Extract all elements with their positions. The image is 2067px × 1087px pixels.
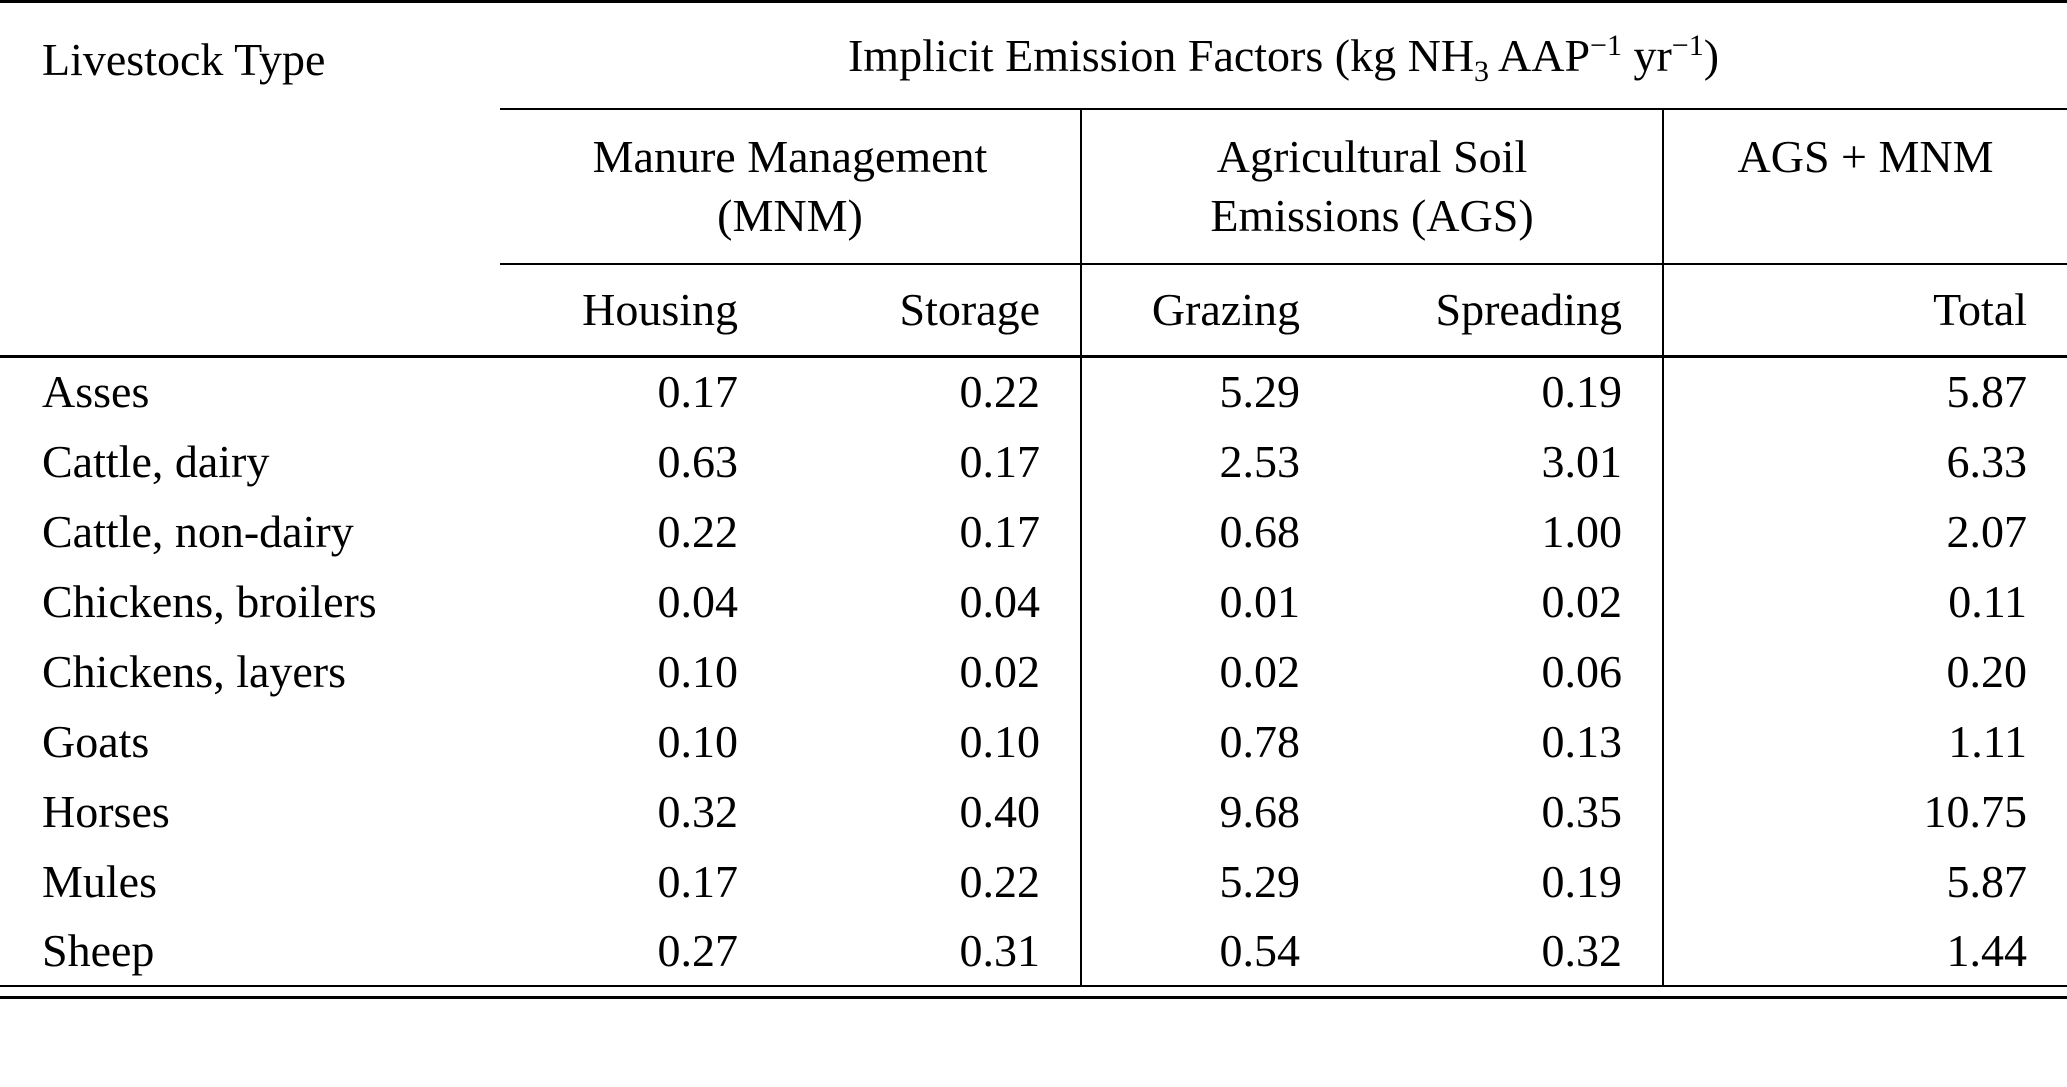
value-grazing: 5.29 xyxy=(1080,846,1340,916)
value-housing: 0.17 xyxy=(657,855,739,907)
empty-header-cell xyxy=(0,264,500,358)
column-header-row: Housing Storage Grazing Spreading Total xyxy=(0,264,2067,358)
unit-text-aap: AAP xyxy=(1489,29,1591,81)
unit-header-row: Livestock Type Implicit Emission Factors… xyxy=(0,9,2067,110)
value-spreading: 0.19 xyxy=(1541,366,1623,418)
value-total: 5.87 xyxy=(1661,846,2067,916)
data-table: Livestock Type Implicit Emission Factors… xyxy=(0,9,2067,987)
value-storage: 0.40 xyxy=(959,785,1041,837)
value-grazing: 0.68 xyxy=(1080,496,1340,566)
table-row: Mules 0.17 0.22 5.29 0.19 5.87 xyxy=(0,846,2067,916)
value-total: 0.20 xyxy=(1661,636,2067,706)
value-housing: 0.22 xyxy=(657,505,739,557)
value-grazing: 0.01 xyxy=(1080,566,1340,636)
unit-subscript-3: 3 xyxy=(1474,54,1490,88)
livestock-name: Cattle, non-dairy xyxy=(42,505,354,557)
table-row: Goats 0.10 0.10 0.78 0.13 1.11 xyxy=(0,706,2067,776)
livestock-name: Horses xyxy=(42,785,170,837)
value-grazing: 0.54 xyxy=(1080,916,1340,987)
livestock-name: Asses xyxy=(42,366,150,418)
livestock-name: Mules xyxy=(42,855,157,907)
column-header-grazing: Grazing xyxy=(1080,264,1340,358)
value-spreading: 0.02 xyxy=(1541,575,1623,627)
table-row: Chickens, broilers 0.04 0.04 0.01 0.02 0… xyxy=(0,566,2067,636)
value-storage: 0.17 xyxy=(959,435,1041,487)
emission-factors-table: Livestock Type Implicit Emission Factors… xyxy=(0,0,2067,999)
value-spreading: 3.01 xyxy=(1541,435,1623,487)
table-row: Chickens, layers 0.10 0.02 0.02 0.06 0.2… xyxy=(0,636,2067,706)
column-header-housing: Housing xyxy=(500,264,778,358)
value-total: 1.11 xyxy=(1661,706,2067,776)
group-header-row: Manure Management (MNM) Agricultural Soi… xyxy=(0,109,2067,265)
value-spreading: 0.06 xyxy=(1541,645,1623,697)
unit-superscript-2: −1 xyxy=(1671,28,1704,62)
value-spreading: 0.19 xyxy=(1541,855,1623,907)
value-storage: 0.17 xyxy=(959,505,1041,557)
value-total: 10.75 xyxy=(1661,776,2067,846)
value-housing: 0.10 xyxy=(657,715,739,767)
group-header-mnm-line1: Manure Management xyxy=(592,131,988,182)
value-spreading: 1.00 xyxy=(1541,505,1623,557)
livestock-name: Sheep xyxy=(0,916,500,987)
table-row: Cattle, dairy 0.63 0.17 2.53 3.01 6.33 xyxy=(0,426,2067,496)
value-housing: 0.63 xyxy=(657,435,739,487)
group-header-mnm-line2: (MNM) xyxy=(717,189,863,241)
column-header-storage: Storage xyxy=(778,264,1081,358)
group-header-total: AGS + MNM xyxy=(1661,109,2067,265)
column-header-spreading: Spreading xyxy=(1340,264,1663,358)
livestock-name: Chickens, layers xyxy=(42,645,347,697)
value-spreading: 0.13 xyxy=(1541,715,1623,767)
value-housing: 0.10 xyxy=(657,645,739,697)
unit-header: Implicit Emission Factors (kg NH3 AAP−1 … xyxy=(500,9,2067,110)
value-total: 5.87 xyxy=(1661,356,2067,426)
value-storage: 0.04 xyxy=(959,575,1041,627)
group-header-mnm: Manure Management (MNM) xyxy=(500,109,1081,265)
value-spreading: 0.32 xyxy=(1340,916,1663,987)
group-header-ags-line2: Emissions (AGS) xyxy=(1210,189,1534,241)
value-housing: 0.27 xyxy=(500,916,778,987)
value-housing: 0.04 xyxy=(657,575,739,627)
unit-text-yr: yr xyxy=(1621,29,1672,81)
table-row: Cattle, non-dairy 0.22 0.17 0.68 1.00 2.… xyxy=(0,496,2067,566)
unit-superscript-1: −1 xyxy=(1590,28,1622,62)
value-storage: 0.22 xyxy=(959,855,1041,907)
value-storage: 0.31 xyxy=(778,916,1081,987)
unit-text-suffix: ) xyxy=(1703,29,1720,81)
value-spreading: 0.35 xyxy=(1541,785,1623,837)
empty-corner-cell xyxy=(0,109,500,264)
livestock-name: Cattle, dairy xyxy=(42,435,270,487)
group-header-ags: Agricultural Soil Emissions (AGS) xyxy=(1080,109,1663,265)
group-header-total-line1: AGS + MNM xyxy=(1737,131,1994,182)
value-storage: 0.10 xyxy=(959,715,1041,767)
value-grazing: 0.78 xyxy=(1080,706,1340,776)
value-grazing: 2.53 xyxy=(1080,426,1340,496)
value-storage: 0.22 xyxy=(959,366,1041,418)
value-total: 6.33 xyxy=(1661,426,2067,496)
group-header-ags-line1: Agricultural Soil xyxy=(1216,131,1528,182)
value-housing: 0.17 xyxy=(657,366,739,418)
livestock-type-header: Livestock Type xyxy=(42,33,326,85)
livestock-name: Goats xyxy=(42,715,150,767)
value-housing: 0.32 xyxy=(657,785,739,837)
livestock-name: Chickens, broilers xyxy=(42,575,377,627)
table-row: Horses 0.32 0.40 9.68 0.35 10.75 xyxy=(0,776,2067,846)
value-total: 0.11 xyxy=(1661,566,2067,636)
value-grazing: 5.29 xyxy=(1080,356,1340,426)
value-grazing: 0.02 xyxy=(1080,636,1340,706)
value-total: 1.44 xyxy=(1661,916,2067,987)
unit-text-prefix: Implicit Emission Factors (kg NH xyxy=(847,29,1475,81)
value-total: 2.07 xyxy=(1661,496,2067,566)
value-grazing: 9.68 xyxy=(1080,776,1340,846)
table-row: Sheep 0.27 0.31 0.54 0.32 1.44 xyxy=(0,916,2067,987)
column-header-total: Total xyxy=(1661,264,2067,358)
value-storage: 0.02 xyxy=(959,645,1041,697)
table-row: Asses 0.17 0.22 5.29 0.19 5.87 xyxy=(0,356,2067,426)
